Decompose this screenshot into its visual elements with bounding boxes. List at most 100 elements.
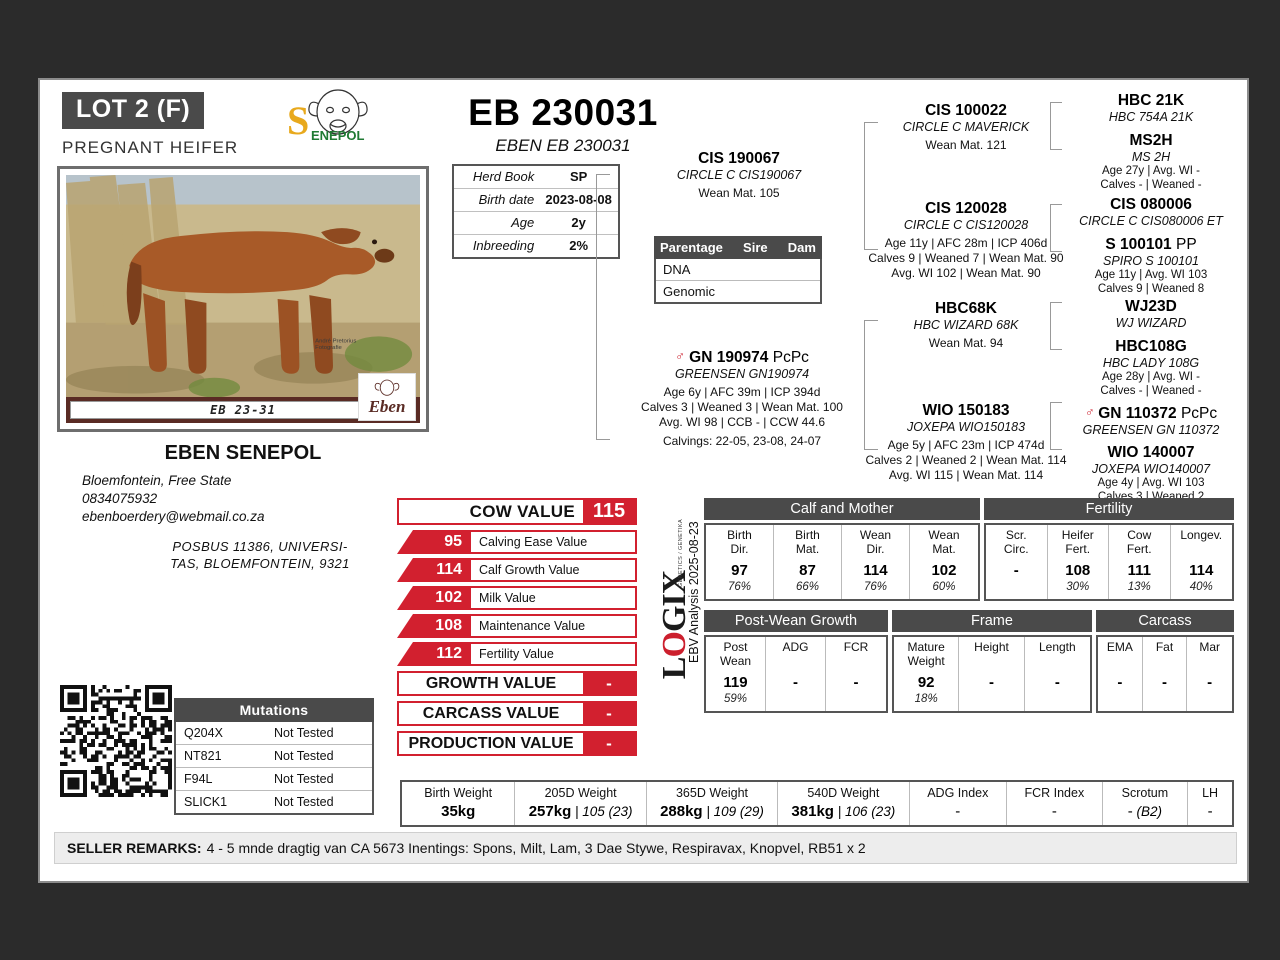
pedigree-sire-dam-stat-2: Calves 9 | Weaned 7 | Wean Mat. 90 [868, 251, 1064, 265]
cow-value-component-row: 102 Milk Value [397, 586, 637, 610]
ebv-table-row-1: Birth Dir. 97 76% Birth Mat. 87 66% Wean Dir. 114 7… [704, 523, 1234, 601]
photo-caption: EB 23-31 [70, 401, 416, 419]
pedigree-sire-dam-name: CIRCLE C CIS120028 [903, 218, 1029, 232]
cow-value-number: 115 [583, 500, 635, 523]
composite-value-label: GROWTH VALUE [425, 674, 557, 692]
weight-cell-index: (B2) [1132, 804, 1163, 819]
mutation-status: Not Tested [274, 795, 334, 809]
weight-cell: ADG Index - [910, 782, 1008, 825]
seller-phone: 0834075932 [82, 490, 158, 506]
cow-value-component-number: 95 [397, 530, 469, 554]
parentage-col-2: Sire [743, 240, 768, 255]
cow-value-component-row: 112 Fertility Value [397, 642, 637, 666]
weight-cell-header: 540D Weight [807, 786, 880, 800]
composite-value-row: PRODUCTION VALUE - [397, 731, 637, 756]
composite-value-number: - [583, 673, 635, 694]
parentage-header: Parentage Sire Dam [654, 236, 822, 259]
pedigree-sire-sire-stat: Wean Mat. 121 [925, 138, 1007, 152]
ebv-cell-accuracy: 40% [1189, 581, 1213, 593]
ebv-cell-header: Mar [1199, 640, 1220, 654]
pedigree-g3-id: WJ23D [1125, 298, 1177, 315]
pedigree-g3-name: WJ WIZARD [1115, 316, 1187, 330]
mutations-body: Q204X Not Tested NT821 Not Tested F94L Not Te… [174, 722, 374, 815]
ebv-cell-accuracy: 18% [914, 693, 938, 705]
weight-cell-value: - [1051, 803, 1057, 820]
parentage-table: Parentage Sire Dam DNA Genomic [654, 236, 822, 304]
ebv-cell-accuracy [1027, 693, 1088, 708]
parentage-row-genomic: Genomic [663, 284, 716, 299]
pedigree-g3-id: HBC 21K [1117, 92, 1185, 109]
pedigree-g3-node: ♂ GN 110372 PcPc GREENSEN GN 110372 [1066, 404, 1236, 437]
pedigree-bracket-g3-4 [1050, 402, 1062, 450]
cow-value-component-number: 114 [397, 558, 469, 582]
pedigree-dam-sire-name: HBC WIZARD 68K [913, 318, 1019, 332]
pedigree-dam-stat-3: Avg. WI 98 | CCB - | CCW 44.6 [658, 415, 826, 429]
pedigree-dam-stat-2: Calves 3 | Weaned 3 | Wean Mat. 100 [641, 400, 843, 414]
pedigree-g3-node: S 100101 PP SPIRO S 100101 Age 11y | Avg. … [1066, 236, 1236, 297]
ebv-cell: Longev. 114 40% [1171, 525, 1232, 599]
pedigree-dam-stats: Age 6y | AFC 39m | ICP 394d Calves 3 | W… [624, 385, 860, 430]
weight-cell-index: | 109 (29) [702, 804, 764, 819]
pedigree-dam-name: GREENSEN GN190974 [674, 367, 810, 381]
pedigree-g3-stat-line: Age 28y | Avg. WI - [1101, 371, 1200, 383]
polled-gene-icon: ♂ [1084, 404, 1099, 419]
ebv-cell-value: - [1207, 674, 1213, 691]
pedigree-g3-id: ♂ GN 110372 PcPc [1084, 404, 1218, 422]
qr-code[interactable] [60, 685, 172, 797]
ebv-cell-accuracy [1100, 693, 1140, 708]
pedigree-dam-sire: HBC68K HBC WIZARD 68K Wean Mat. 94 [868, 300, 1064, 351]
pedigree-g3-stats: Age 27y | Avg. WI - Calves - | Weaned - [1066, 164, 1236, 193]
cow-value-label: COW VALUE [469, 501, 575, 521]
cow-value-component-label: Milk Value [469, 586, 637, 610]
weight-cell-value: 257kg | 105 (23) [528, 803, 633, 820]
ebv-cell-value: - [853, 674, 859, 691]
pedigree-dam: ♂ GN 190974 PcPc GREENSEN GN190974 Age 6… [624, 348, 860, 449]
pedigree-tree: CIS 190067 CIRCLE C CIS190067 Wean Mat. … [40, 80, 1247, 503]
pedigree-g3-node: WIO 140007 JOXEPA WIO140007 Age 4y | Avg. … [1066, 444, 1236, 505]
pedigree-g3-id: MS2H [1129, 132, 1173, 149]
weight-cell-value: 35kg [441, 803, 476, 820]
ebv-cell-accuracy: 13% [1127, 581, 1151, 593]
ebv-cell-header: FCR [843, 640, 869, 654]
parentage-col-3: Dam [787, 240, 816, 255]
pedigree-g3-node: HBC 21K HBC 754A 21K [1066, 92, 1236, 124]
pedigree-sire-dam-stat-1: Age 11y | AFC 28m | ICP 406d [884, 236, 1048, 250]
herd-details-table: Herd Book SP Birth date 2023-08-08 Age 2… [452, 164, 620, 259]
cow-value-component-number: 102 [397, 586, 469, 610]
cow-value-component-row: 95 Calving Ease Value [397, 530, 637, 554]
ebv-cell-header: Birth Mat. [795, 528, 820, 556]
pedigree-g3-node: WJ23D WJ WIZARD [1066, 298, 1236, 330]
pedigree-dam-sire-stat: Wean Mat. 94 [928, 336, 1004, 350]
weight-cell: 205D Weight 257kg | 105 (23) [515, 782, 647, 825]
seller-address: POSBUS 11386, UNIVERSI- TAS, BLOEMFONTEI… [100, 538, 420, 573]
weights-table: Birth Weight 35kg 205D Weight 257kg | 105 (… [400, 780, 1234, 827]
logix-analysis-date: EBV Analysis 2025-08-23 [687, 521, 701, 663]
inbreeding-label: Inbreeding [472, 238, 535, 253]
pedigree-bracket-sire [864, 122, 878, 250]
pedigree-g3-name: MS 2H [1131, 150, 1171, 164]
seller-email: ebenboerdery@webmail.co.za [82, 508, 265, 524]
cow-value-row: COW VALUE 115 [397, 498, 637, 525]
pedigree-g3-id: CIS 080006 [1110, 196, 1192, 213]
ebv-cell-accuracy: 76% [727, 581, 752, 593]
ebv-cell-value: 111 [1127, 562, 1151, 579]
pedigree-sire-id: CIS 190067 [698, 150, 780, 167]
weight-cell: LH - [1188, 782, 1232, 825]
svg-text:ENEPOL: ENEPOL [311, 128, 365, 143]
weight-cell-value: - (B2) [1127, 803, 1163, 820]
pedigree-dam-dam-stats: Age 5y | AFC 23m | ICP 474d Calves 2 | W… [860, 438, 1072, 483]
pedigree-dam-dam-stat-2: Calves 2 | Weaned 2 | Wean Mat. 114 [865, 453, 1067, 467]
farm-logo: Eben [358, 373, 416, 421]
parentage-body: DNA Genomic [654, 259, 822, 304]
ebv-cell: Height - [959, 637, 1025, 711]
inbreeding-value: 2% [569, 238, 589, 253]
pedigree-dam-dam-name: JOXEPA WIO150183 [906, 420, 1026, 434]
ebv-cell: Birth Mat. 87 66% [774, 525, 842, 599]
pedigree-sire-sire: CIS 100022 CIRCLE C MAVERICK Wean Mat. 1… [868, 102, 1064, 153]
pedigree-g3-stat-line: Calves - | Weaned - [1100, 179, 1202, 192]
mutation-row: NT821 Not Tested [176, 745, 372, 768]
catalog-page: LOT 2 (F) PREGNANT HEIFER S ENEPOL [38, 78, 1249, 883]
pedigree-sire-sire-name: CIRCLE C MAVERICK [902, 120, 1030, 134]
pedigree-g3-name: HBC LADY 108G [1102, 356, 1200, 370]
seller-name: EBEN SENEPOL [164, 442, 322, 464]
